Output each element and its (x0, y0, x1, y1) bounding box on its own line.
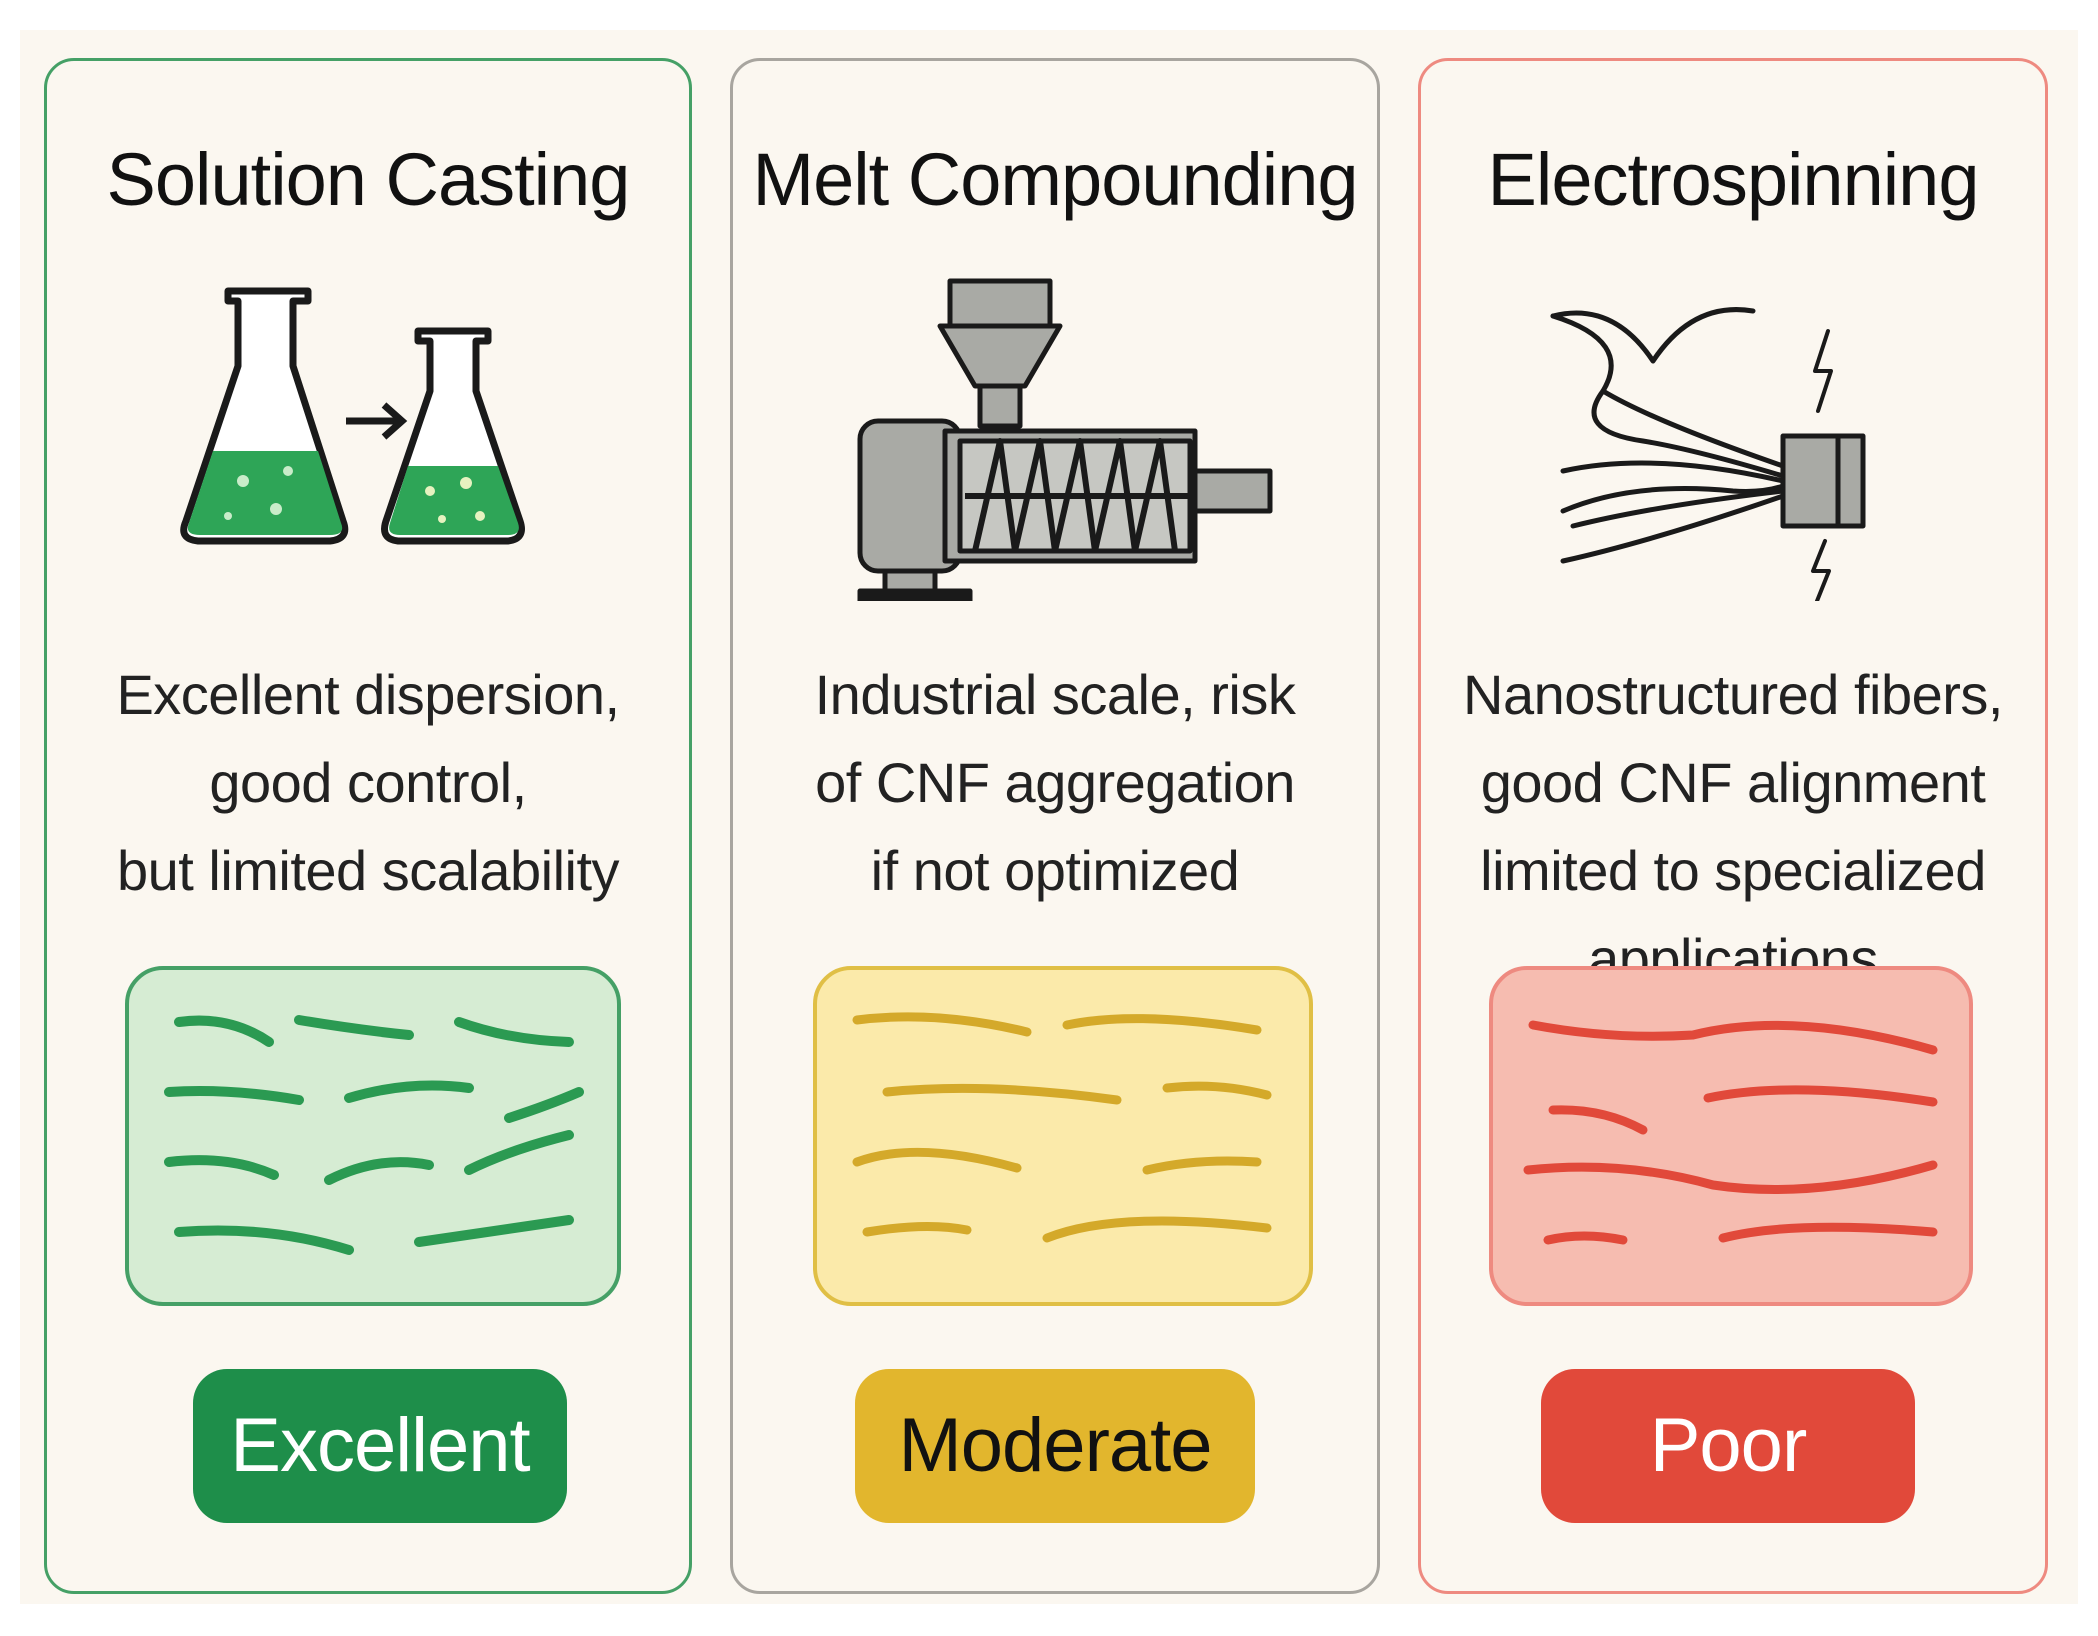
panel-description: Industrial scale, risk of CNF aggregatio… (814, 663, 1296, 902)
panel-description: Excellent dispersion, good control, but … (116, 663, 620, 902)
dispersion-illustration-moderate (813, 966, 1313, 1306)
panel-melt-compounding: Melt Compounding (730, 58, 1380, 1594)
panel-electrospinning: Electrospinning Nanostructured fibers, (1418, 58, 2048, 1594)
rating-badge: Moderate (855, 1369, 1255, 1523)
rating-badge: Poor (1541, 1369, 1915, 1523)
flask-transfer-icon (47, 271, 689, 601)
rating-badge: Excellent (193, 1369, 567, 1523)
dispersion-illustration-poor (1489, 966, 1973, 1306)
panel-title: Electrospinning (1487, 138, 1980, 221)
panel-description: Nanostructured fibers, good CNF alignmen… (1463, 663, 2003, 990)
electrospinning-icon (1421, 271, 2045, 601)
panel-title: Solution Casting (106, 138, 631, 221)
extruder-icon (733, 271, 1377, 601)
comparison-figure: Solution Casting (20, 30, 2078, 1604)
dispersion-illustration-excellent (125, 966, 621, 1306)
panel-solution-casting: Solution Casting (44, 58, 692, 1594)
panel-title: Melt Compounding (752, 138, 1358, 221)
